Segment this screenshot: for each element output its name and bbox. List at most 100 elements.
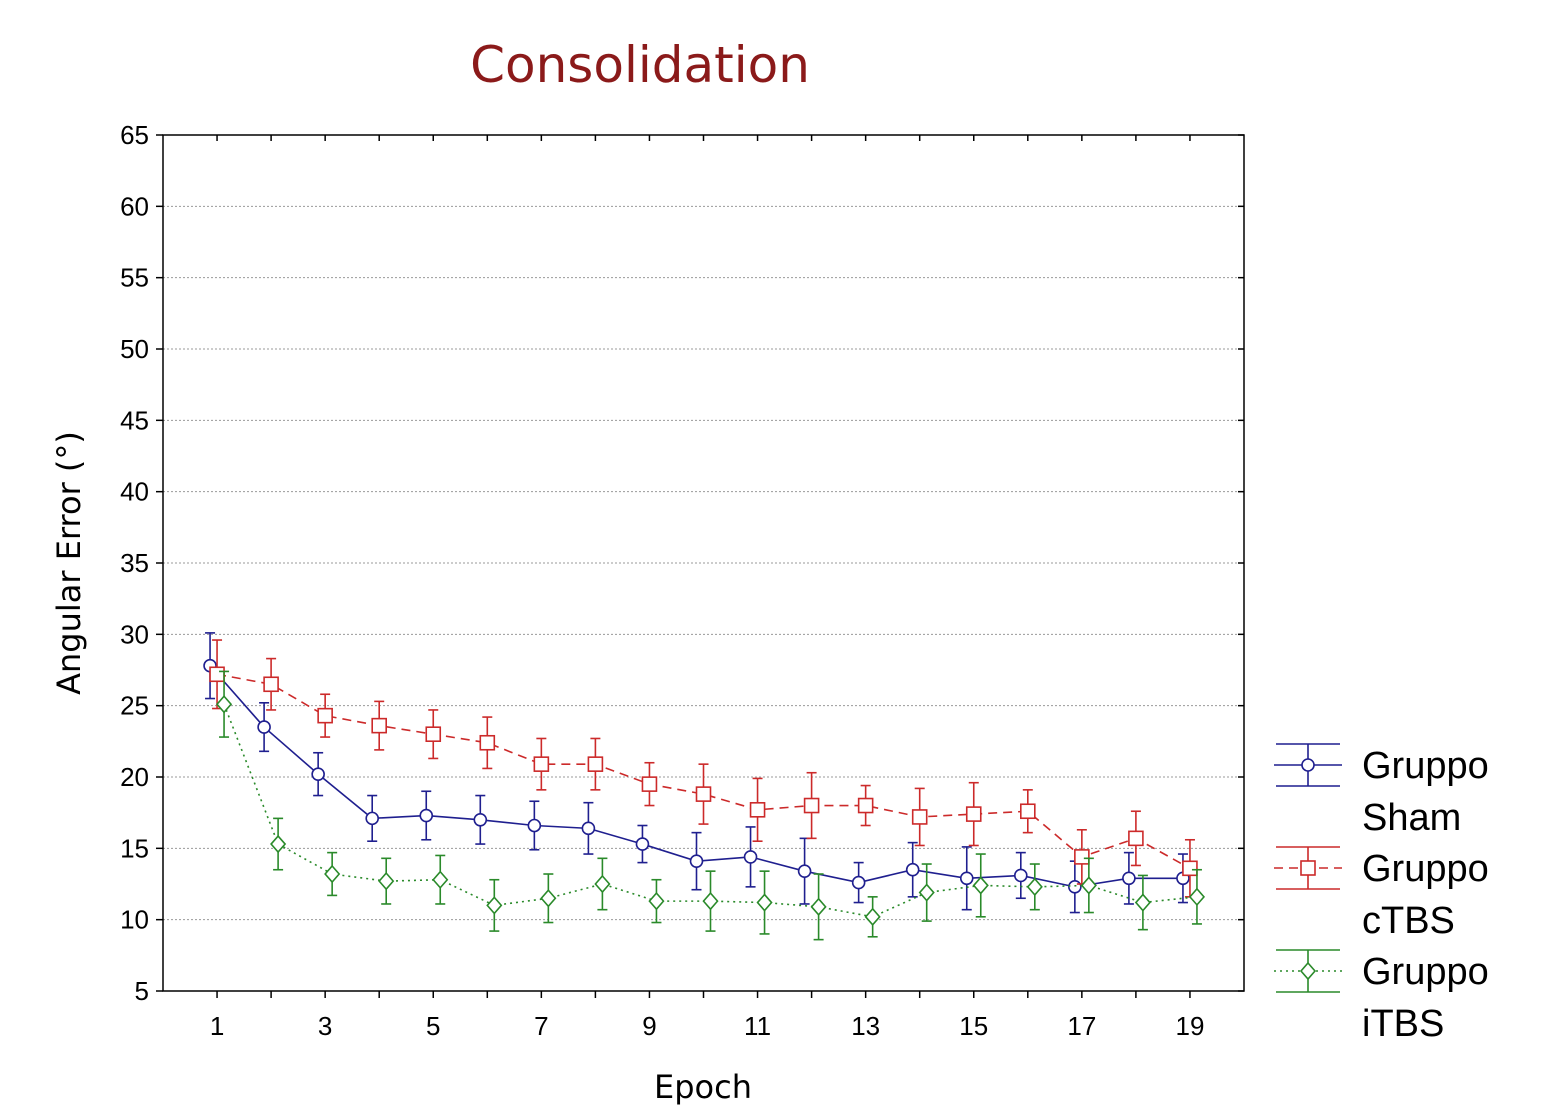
point-sham (797, 864, 812, 878)
x-tick-label: 5 (426, 1011, 440, 1041)
point-itbs (432, 870, 449, 889)
point-ctbs (1019, 803, 1036, 820)
point-itbs (972, 876, 989, 895)
point-sham (365, 811, 380, 826)
legend-label-group: cTBS (1362, 900, 1455, 942)
legend-marker-ctbs (1300, 860, 1316, 876)
point-itbs (594, 874, 611, 894)
series-ctbs (209, 639, 1198, 898)
point-sham (743, 850, 758, 864)
y-tick-label: 60 (120, 191, 149, 221)
y-axis-title: Angular Error (°) (50, 431, 88, 695)
y-tick-label: 35 (120, 548, 149, 578)
series-sham (203, 632, 1190, 914)
point-ctbs (695, 786, 712, 802)
point-ctbs (1182, 860, 1198, 877)
point-ctbs (209, 666, 225, 683)
x-tick-label: 1 (210, 1011, 224, 1041)
point-sham (419, 808, 434, 823)
y-tick-label: 40 (120, 477, 149, 507)
point-itbs (486, 896, 503, 915)
x-tick-label: 7 (534, 1011, 548, 1041)
x-tick-label: 13 (851, 1011, 880, 1041)
legend-label: Gruppo (1362, 848, 1489, 890)
point-ctbs (965, 806, 982, 822)
point-sham (959, 871, 974, 886)
x-axis-title: Epoch (654, 1068, 752, 1106)
point-sham (1122, 871, 1136, 886)
legend-label-group: Sham (1362, 797, 1461, 839)
point-itbs (324, 864, 341, 884)
point-ctbs (317, 707, 333, 724)
point-itbs (1026, 877, 1043, 897)
point-ctbs (1074, 849, 1090, 865)
legend-entry-sham: Gruppo Sham (1274, 743, 1489, 839)
point-itbs (864, 907, 881, 927)
chart-title: Consolidation (470, 36, 810, 94)
series-itbs (215, 670, 1206, 941)
point-sham (257, 720, 271, 734)
point-itbs (1080, 876, 1097, 895)
y-tick-label: 25 (120, 691, 149, 721)
y-tick-label: 15 (120, 833, 149, 863)
legend-label: Gruppo (1362, 951, 1489, 993)
point-itbs (270, 834, 287, 854)
point-sham (1013, 868, 1028, 883)
point-ctbs (1128, 830, 1144, 847)
y-tick-label: 10 (120, 905, 149, 935)
x-tick-label: 17 (1067, 1011, 1096, 1041)
point-ctbs (641, 776, 658, 792)
y-tick-label: 5 (135, 976, 149, 1006)
grid (163, 205, 1244, 921)
y-tick-label: 50 (120, 334, 149, 364)
point-ctbs (803, 797, 820, 814)
point-sham (1068, 880, 1082, 894)
x-tick-label: 3 (318, 1011, 332, 1041)
point-sham (473, 812, 488, 827)
point-itbs (1188, 887, 1206, 907)
point-sham (635, 837, 650, 851)
point-ctbs (371, 717, 388, 734)
point-ctbs (479, 734, 496, 751)
y-tick-label: 45 (120, 405, 149, 435)
y-tick-label: 20 (120, 762, 149, 792)
legend: Gruppo Sham Gruppo cTBS Gruppo iTBS (1274, 743, 1489, 1045)
point-ctbs (425, 726, 442, 743)
point-itbs (918, 883, 935, 902)
point-sham (905, 862, 920, 877)
point-itbs (810, 897, 827, 917)
x-tick-label: 9 (642, 1011, 656, 1041)
point-itbs (648, 891, 665, 911)
point-sham (581, 821, 596, 836)
point-itbs (702, 891, 719, 911)
point-ctbs (263, 676, 279, 693)
legend-entry-ctbs: Gruppo cTBS (1274, 846, 1489, 942)
legend-label-group: iTBS (1362, 1003, 1444, 1045)
point-ctbs (911, 809, 928, 825)
point-sham (311, 767, 325, 781)
point-sham (527, 818, 542, 833)
series-group (203, 632, 1206, 941)
point-ctbs (587, 756, 604, 772)
point-itbs (756, 893, 773, 912)
legend-marker-itbs (1299, 961, 1317, 981)
point-sham (851, 875, 866, 890)
point-sham (689, 854, 704, 868)
legend-entry-itbs: Gruppo iTBS (1274, 949, 1489, 1045)
point-ctbs (857, 797, 874, 814)
y-tick-label: 65 (120, 120, 149, 150)
legend-label: Gruppo (1362, 745, 1489, 787)
x-tick-label: 19 (1175, 1011, 1204, 1041)
point-ctbs (749, 802, 766, 818)
point-itbs (378, 871, 395, 891)
point-ctbs (533, 756, 550, 772)
legend-marker-sham (1301, 758, 1315, 772)
y-tick-label: 30 (120, 619, 149, 649)
point-itbs (540, 889, 557, 908)
point-itbs (215, 695, 233, 714)
x-tick-label: 15 (959, 1011, 988, 1041)
point-itbs (1134, 893, 1151, 912)
x-tick-label: 11 (744, 1011, 771, 1041)
